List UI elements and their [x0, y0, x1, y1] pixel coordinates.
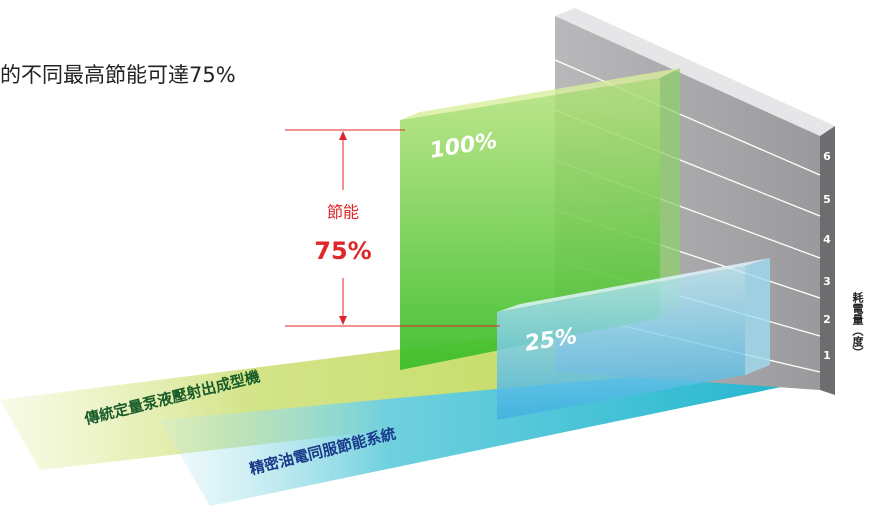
savings-value: 75% [314, 237, 371, 265]
savings-label: 節能 [327, 203, 359, 222]
wall-level: 4 [823, 233, 831, 246]
cyan-box-top [497, 258, 770, 312]
wall-top [555, 8, 835, 136]
cyan-box [497, 266, 745, 420]
arrow-up [339, 131, 347, 140]
wall-level: 3 [823, 275, 831, 288]
cyan-box-side [745, 258, 770, 375]
floor-cyan [160, 362, 815, 506]
green-box-top [400, 68, 680, 120]
wall-level: 2 [823, 313, 831, 326]
wall-level: 1 [823, 349, 831, 362]
green-box-side [660, 68, 680, 318]
wall-level: 6 [823, 150, 831, 163]
wall-level: 5 [823, 193, 831, 206]
wall-axis-label: 耗電量（度） [851, 291, 865, 358]
wall-side [820, 126, 835, 395]
wall-levels: 1 2 3 4 5 6 [823, 150, 831, 362]
arrow-down [339, 316, 347, 325]
headline: 的不同最高節能可達75% [0, 63, 236, 87]
